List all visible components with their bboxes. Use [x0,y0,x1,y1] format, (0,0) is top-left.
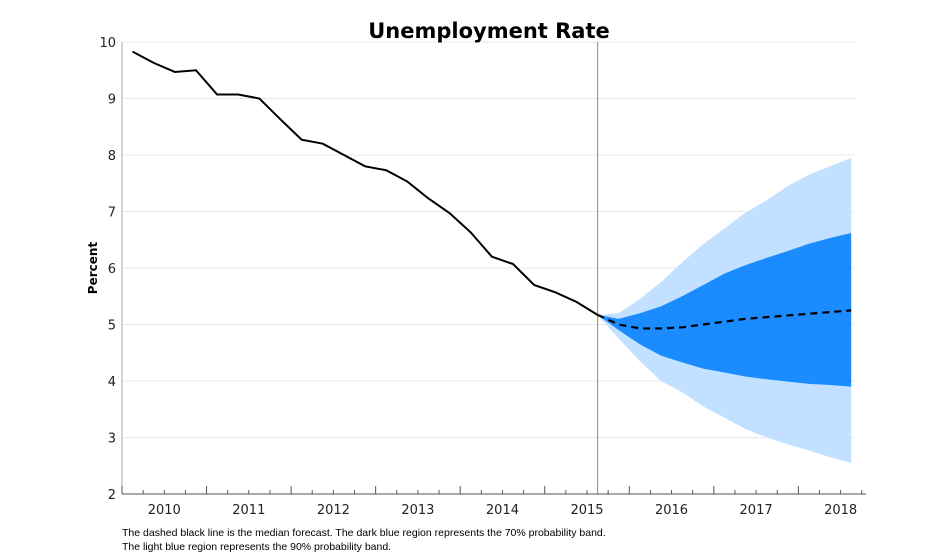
y-tick-label: 10 [99,36,116,51]
y-tick-label: 3 [108,432,116,447]
y-axis-label: Percent [86,242,100,295]
caption-line-2: The light blue region represents the 90%… [122,541,392,553]
x-tick-label: 2015 [570,503,603,518]
x-tick-label: 2013 [401,503,434,518]
x-tick-label: 2010 [148,503,181,518]
x-tick-label: 2012 [317,503,350,518]
x-tick-label: 2014 [486,503,519,518]
y-tick-label: 7 [108,206,116,221]
band-70-percent [597,232,852,387]
y-tick-label: 8 [108,149,116,164]
unemployment-chart: 2 3 4 5 6 7 8 9 10 2010 2011 2012 2013 2014 2015 2016 20… [86,19,866,518]
y-tick-label: 4 [108,375,116,390]
caption-line-1: The dashed black line is the median fore… [122,527,606,539]
x-tick-label: 2016 [655,503,688,518]
history-line [132,50,599,316]
y-tick-label: 6 [108,262,116,277]
y-tick-label: 5 [108,319,116,334]
x-tick-label: 2011 [232,503,265,518]
x-tick-label: 2017 [740,503,773,518]
y-tick-label: 9 [108,93,116,108]
x-tick-label: 2018 [824,503,857,518]
y-tick-label: 2 [108,488,116,503]
chart-title: Unemployment Rate [368,19,610,43]
